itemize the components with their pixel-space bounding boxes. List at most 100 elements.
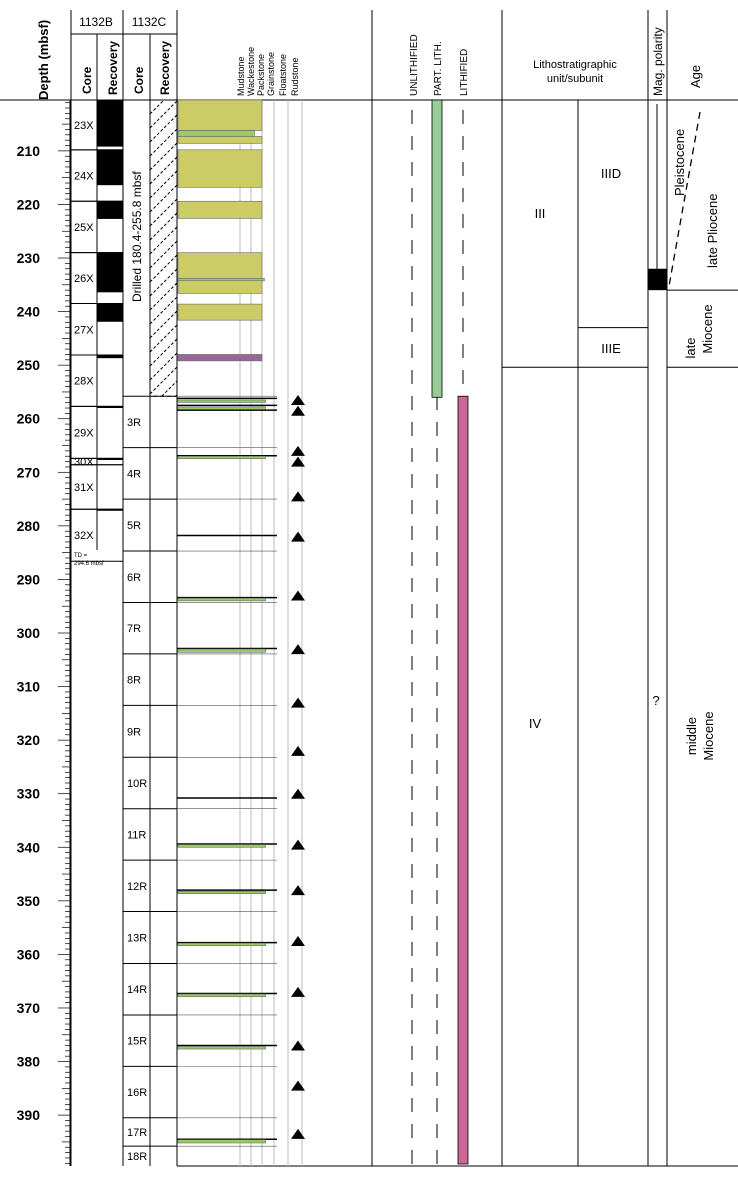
core-label-b: 23X (74, 120, 94, 132)
recovery-header-c: Recovery (158, 41, 172, 95)
drilled-hatch-line (149, 240, 178, 269)
drilled-hatch-line (149, 156, 178, 185)
drilled-hatch-line (149, 142, 178, 171)
drilled-hatch-line (149, 99, 165, 115)
part-lith-header: PART. LITH. (433, 41, 444, 96)
triangle-symbol (291, 745, 305, 756)
depth-tick-label: 360 (17, 946, 41, 962)
core-label-c: 4R (127, 468, 141, 480)
drilled-hatch-line (149, 170, 178, 199)
texture-header-floatstone: Floatstone (278, 54, 288, 96)
depth-tick-label: 280 (17, 518, 41, 534)
drilled-hatch-line (161, 380, 178, 397)
core-label-c: 12R (127, 881, 147, 893)
triangle-symbol (291, 644, 305, 655)
depth-tick-label: 220 (17, 196, 41, 212)
drilled-hatch-line (149, 184, 178, 213)
litho-unit-header-line1: Lithostratigraphic (533, 59, 617, 71)
core-label-c: 3R (127, 417, 141, 429)
age-middle-miocene-line1: middle (684, 717, 699, 755)
depth-tick-label: 330 (17, 786, 41, 802)
core-label-b: 24X (74, 171, 94, 183)
lithology-bed (177, 993, 266, 998)
core-label-c: 10R (127, 778, 147, 790)
lithology-bed (177, 130, 255, 137)
lithology-bed (177, 399, 266, 403)
triangle-symbol (291, 1080, 305, 1091)
drilled-hatch-line (149, 128, 178, 157)
triangle-symbol (291, 697, 305, 708)
depth-tick-label: 240 (17, 304, 41, 320)
triangle-symbol (291, 839, 305, 850)
core-label-b: 28X (74, 376, 94, 388)
core-label-c: 13R (127, 933, 147, 945)
texture-header-packstone: Packstone (256, 54, 266, 96)
lithology-bed (177, 1139, 266, 1144)
drilled-hatch-line (149, 226, 178, 255)
depth-tick-label: 370 (17, 1000, 41, 1016)
recovery-bar-b (97, 252, 123, 293)
depth-tick-label: 270 (17, 464, 41, 480)
triangle-symbol (291, 405, 305, 416)
drilled-hatch-box (149, 99, 178, 397)
drilled-hatch-line (149, 366, 178, 395)
lithology-bed (177, 648, 266, 653)
td-label-line1: TD = (74, 553, 88, 559)
triangle-symbol (291, 531, 305, 542)
recovery-bar-b (97, 509, 123, 511)
litho-subunit-iiid-label: IIID (601, 166, 621, 181)
lithostratigraphic-units (502, 100, 648, 1166)
lithology-bed (177, 1046, 266, 1050)
age-late-miocene-line2: Miocene (700, 304, 715, 353)
lithology-bed (177, 200, 263, 219)
texture-header-rudstone: Rudstone (290, 57, 300, 96)
core-label-c: 11R (127, 829, 146, 841)
depth-tick-label: 210 (17, 143, 41, 159)
part-lith-bar (431, 99, 443, 398)
core-label-b: 26X (74, 273, 94, 285)
drilled-hatch-line (149, 198, 178, 227)
core-label-c: 16R (127, 1087, 147, 1099)
drilled-hatch-line (149, 100, 178, 129)
td-label-line2: 294.6 mbsf (74, 561, 104, 567)
drilled-hatch-line (149, 254, 178, 283)
depth-tick-label: 380 (17, 1054, 41, 1070)
lithology-bed (177, 844, 266, 848)
depth-axis-title: Depth (mbsf) (36, 20, 51, 100)
drilled-hatch-line (149, 114, 178, 143)
triangle-symbol (291, 590, 305, 601)
texture-header-mudstone: Mudstone (236, 56, 246, 96)
lithology-bed (177, 406, 266, 410)
triangle-symbol (291, 788, 305, 799)
core-label-b: 32X (74, 530, 94, 542)
lithology-bed (177, 354, 263, 362)
drilled-hatch-line (149, 324, 178, 353)
recovery-bar-b (97, 201, 123, 219)
age-pleistocene-pliocene-boundary (668, 111, 701, 287)
recovery-bar-b (97, 406, 123, 409)
core-label-b: 29X (74, 427, 94, 439)
texture-headers: Mudstone Wackestone Packstone Grainstone Flo… (236, 47, 300, 96)
lithology-bed (177, 136, 263, 144)
core-label-c: 8R (127, 675, 141, 687)
lithified-bar (457, 395, 469, 1165)
triangle-symbol (291, 986, 305, 997)
hole-1132c-drilled-interval (149, 99, 178, 397)
lithology-triangle-symbols (291, 394, 305, 1139)
drilled-hatch-line (149, 212, 178, 241)
drilled-hatch-line (175, 394, 178, 397)
lithified-header: LITHIFIED (459, 49, 470, 96)
lithification-column (411, 99, 469, 1166)
triangle-symbol (291, 936, 305, 947)
triangle-symbol (291, 445, 305, 456)
drilled-hatch-line (149, 296, 178, 325)
recovery-bar-b (97, 354, 123, 359)
age-pleistocene-label: Pleistocene (672, 129, 687, 196)
core-label-c: 5R (127, 520, 141, 532)
depth-tick-label: 250 (17, 357, 41, 373)
drilled-hatch-line (149, 338, 178, 367)
magnetic-polarity-column (648, 104, 667, 291)
core-header-b: Core (80, 66, 94, 94)
hole-1132c-label: 1132C (132, 15, 167, 29)
